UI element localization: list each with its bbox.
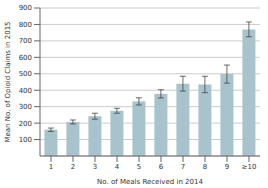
svg-text:400: 400 <box>19 87 32 95</box>
svg-text:700: 700 <box>19 37 32 45</box>
svg-text:200: 200 <box>19 120 32 128</box>
svg-text:3: 3 <box>93 163 97 171</box>
svg-text:500: 500 <box>19 70 32 78</box>
svg-text:≥10: ≥10 <box>242 163 257 171</box>
svg-text:2: 2 <box>71 163 75 171</box>
svg-text:300: 300 <box>19 103 32 111</box>
svg-text:600: 600 <box>19 54 32 62</box>
svg-text:100: 100 <box>19 136 32 144</box>
svg-text:Mean No. of Opioid Claims in 2: Mean No. of Opioid Claims in 2015 <box>8 21 12 142</box>
svg-text:900: 900 <box>19 4 32 12</box>
svg-text:No. of Meals Received in 2014: No. of Meals Received in 2014 <box>97 178 203 186</box>
svg-text:8: 8 <box>203 163 207 171</box>
svg-text:7: 7 <box>181 163 185 171</box>
svg-text:800: 800 <box>19 21 32 29</box>
svg-text:1: 1 <box>49 163 53 171</box>
svg-text:6: 6 <box>159 163 164 171</box>
svg-text:4: 4 <box>115 163 120 171</box>
svg-text:9: 9 <box>225 163 229 171</box>
svg-text:5: 5 <box>137 163 141 171</box>
